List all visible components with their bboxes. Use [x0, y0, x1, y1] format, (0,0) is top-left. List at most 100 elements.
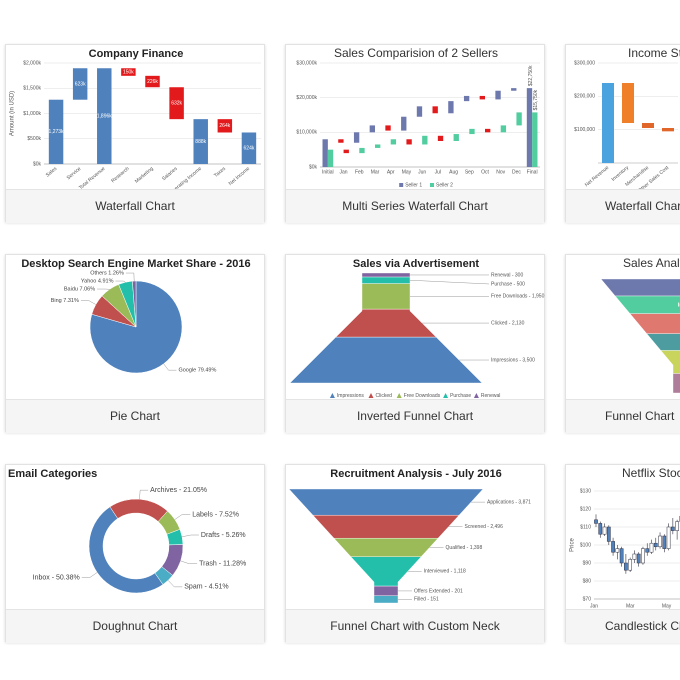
x-tick-label: Nov — [496, 169, 505, 175]
card-caption[interactable]: Waterfall Chart — [6, 189, 264, 223]
funnel-segment — [614, 295, 680, 314]
data-label: Qualified - 1,398 — [446, 545, 483, 551]
y-tick-label: $0k — [33, 161, 42, 167]
data-label: Labels - 7.52% — [192, 511, 239, 518]
candle-body — [602, 526, 607, 535]
y-tick-label: $200,000 — [574, 94, 595, 100]
candle-body — [624, 562, 628, 571]
candle-body — [632, 553, 637, 560]
card-caption[interactable]: Doughnut Chart — [6, 609, 264, 643]
card-caption[interactable]: Funnel Chart — [566, 399, 680, 433]
chart-title: Recruitment Analysis - July 2016 — [330, 468, 501, 480]
card-caption[interactable]: Multi Series Waterfall Chart — [286, 189, 544, 223]
x-tick-label: Mar — [371, 169, 380, 175]
chart-card[interactable]: Sales Analysis Initial Contact Funnel Cha… — [565, 254, 680, 433]
data-label: Yahoo 4.91% — [81, 278, 114, 284]
candle-body — [606, 526, 611, 542]
card-caption[interactable]: Waterfall Chart — [566, 189, 680, 223]
candle-body — [615, 548, 620, 553]
leader-line — [139, 489, 149, 500]
y-axis-title: Amount (in USD) — [10, 91, 16, 136]
data-label: 624k — [244, 146, 255, 152]
x-tick-label: Salaries — [161, 166, 179, 183]
chart: Recruitment Analysis - July 2016 Applicat… — [288, 468, 531, 604]
data-label: 888k — [195, 139, 206, 145]
chart-card[interactable]: Email Categories Inbox - 50.38% Archives -… — [5, 464, 265, 643]
chart: Email Categories Inbox - 50.38% Archives -… — [8, 468, 246, 594]
bar — [241, 132, 257, 164]
chart-title: Sales via Advertisement — [353, 258, 479, 270]
chart-card[interactable]: Income Statement $100,000 $200,000 $300,000… — [565, 44, 680, 223]
y-tick-label: $500k — [27, 136, 41, 142]
chart-card[interactable]: Sales Comparision of 2 Sellers $0k $10,000… — [285, 44, 545, 223]
chart-title: Income Statement — [628, 46, 680, 60]
y-tick-label: $70 — [583, 596, 592, 602]
x-tick-label: Final — [527, 169, 538, 175]
data-label: 226k — [147, 79, 158, 85]
x-tick-label: Marketing — [134, 166, 155, 185]
data-label: Purchase - 500 — [491, 281, 525, 287]
y-tick-label: $130 — [580, 488, 591, 494]
chart-card[interactable]: Company Finance $0k $500k $1,000k $1,500k $2,… — [5, 44, 265, 223]
bar — [327, 149, 334, 167]
doughnut-slice — [88, 506, 164, 594]
data-label: 264k — [219, 123, 230, 129]
leader-line — [163, 363, 177, 371]
data-label: Spam - 4.51% — [184, 584, 228, 591]
leader-line — [174, 514, 191, 520]
bar — [469, 128, 475, 135]
candle-body — [662, 535, 667, 549]
bar — [322, 139, 328, 167]
chart-card[interactable]: Netflix Stock Price $70 $80 $90 $100 $110 $120… — [565, 464, 680, 643]
legend-marker — [399, 183, 404, 187]
candle-body — [619, 548, 624, 564]
chart-card[interactable]: Sales via Advertisement Renewal - 300 Purc… — [285, 254, 545, 433]
x-tick-label: May — [402, 169, 412, 175]
x-tick-label: Aug — [449, 169, 458, 175]
bar — [622, 83, 634, 123]
candle-body — [675, 521, 679, 531]
x-tick-label: Jul — [435, 169, 441, 175]
bar — [432, 106, 438, 114]
bar — [602, 83, 614, 163]
bar — [375, 144, 381, 148]
bar — [416, 106, 423, 117]
y-tick-label: $120 — [580, 506, 591, 512]
chart-card[interactable]: Desktop Search Engine Market Share - 201… — [5, 254, 265, 433]
legend-marker — [443, 393, 449, 398]
candle-body — [658, 535, 662, 548]
card-caption[interactable]: Funnel Chart with Custom Neck — [286, 609, 544, 643]
bar — [422, 135, 428, 145]
bar — [217, 119, 233, 133]
bar — [385, 125, 391, 131]
y-axis-title: Price — [570, 538, 576, 552]
candle-body — [611, 541, 615, 553]
data-label: 1,273k — [49, 129, 65, 135]
data-label: $22,750k — [528, 65, 534, 86]
funnel-segment — [600, 278, 680, 297]
x-tick-label: Total Revenue — [78, 166, 107, 189]
card-caption[interactable]: Inverted Funnel Chart — [286, 399, 544, 433]
chart: Income Statement $100,000 $200,000 $300,000… — [574, 46, 680, 189]
leader-line — [125, 272, 135, 282]
chart-title: Sales Comparision of 2 Sellers — [334, 46, 498, 60]
chart-card[interactable]: Recruitment Analysis - July 2016 Applicat… — [285, 464, 545, 643]
x-tick-label: May — [662, 603, 672, 609]
data-label: Others 1.26% — [90, 270, 124, 276]
y-tick-label: $1,000k — [23, 111, 41, 117]
card-caption[interactable]: Candlestick Chart — [566, 609, 680, 643]
data-label: Trash - 11.28% — [199, 561, 246, 568]
x-tick-label: Mar — [626, 603, 635, 609]
chart-title: Sales Analysis — [623, 256, 680, 270]
legend-label: Purchase — [450, 393, 471, 399]
bar — [463, 95, 470, 102]
legend-marker — [430, 183, 434, 187]
funnel-segment — [672, 373, 680, 394]
funnel-segment — [335, 308, 437, 338]
funnel-segment — [646, 333, 680, 351]
funnel-segment — [361, 283, 411, 310]
leader-line — [409, 279, 490, 285]
card-caption[interactable]: Pie Chart — [6, 399, 264, 433]
x-tick-label: Jan — [340, 169, 348, 175]
funnel-segment — [373, 595, 399, 604]
